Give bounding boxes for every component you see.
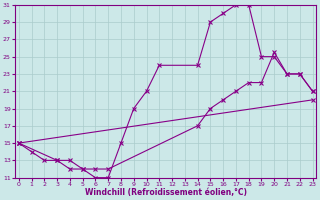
X-axis label: Windchill (Refroidissement éolien,°C): Windchill (Refroidissement éolien,°C) <box>85 188 247 197</box>
